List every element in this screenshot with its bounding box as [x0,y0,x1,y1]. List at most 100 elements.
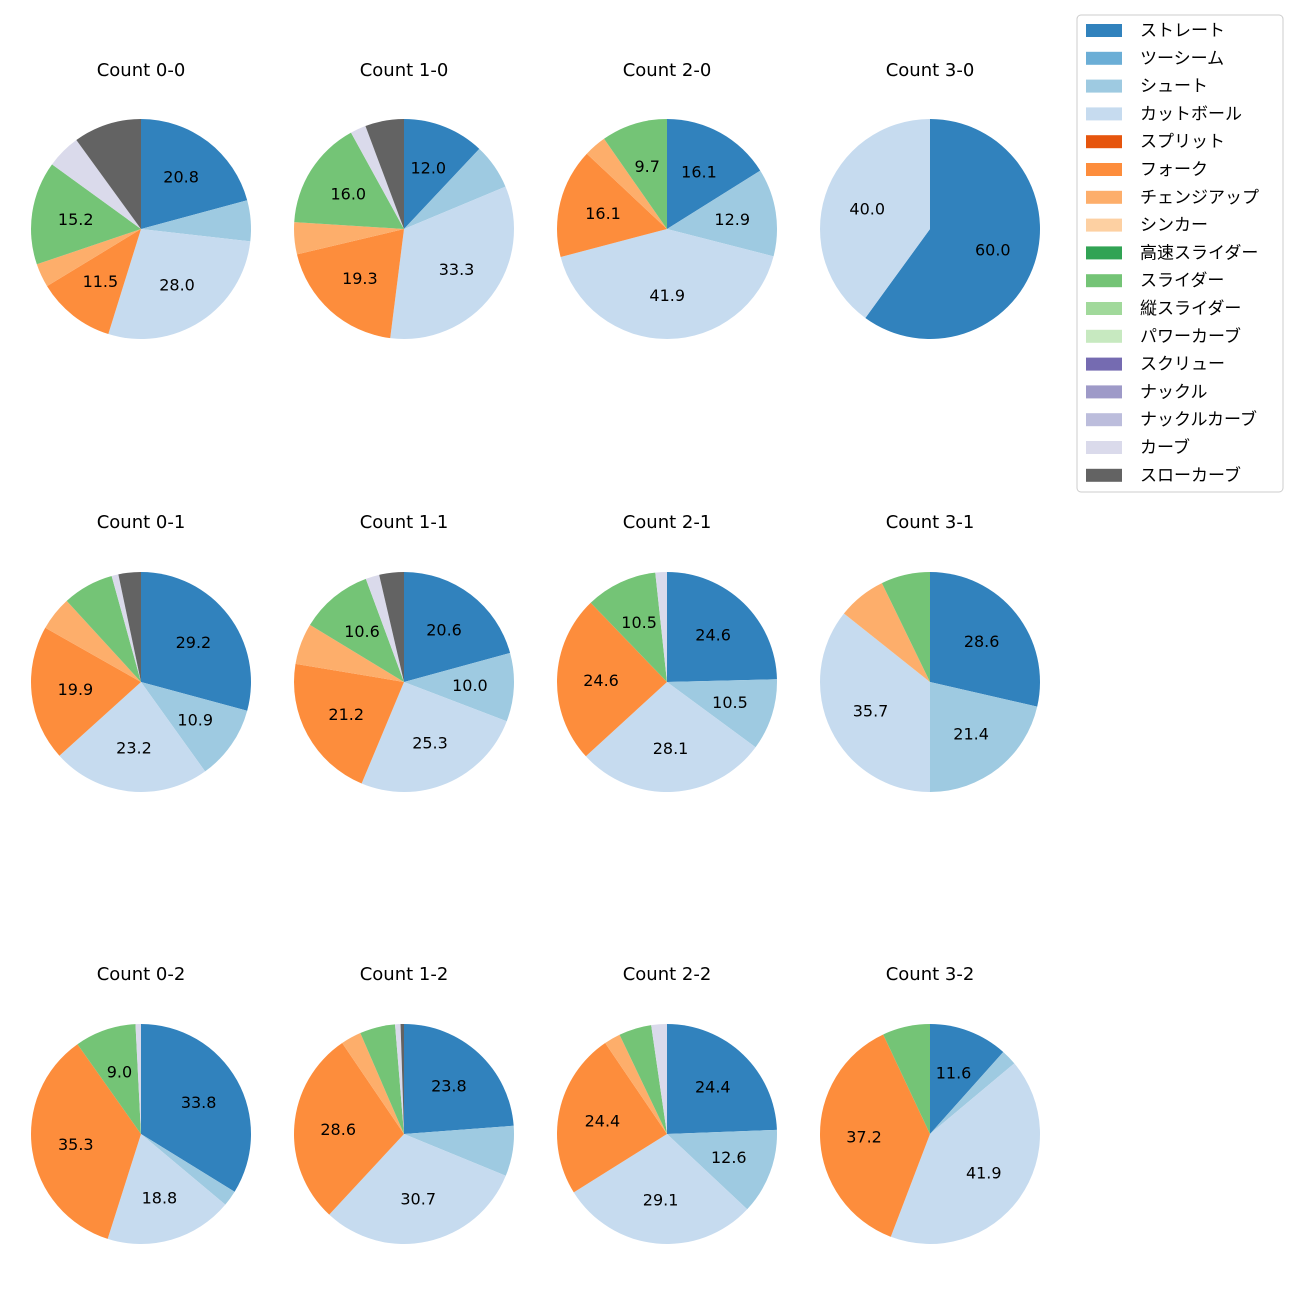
legend-label: ストレート [1140,21,1225,41]
pie-title: Count 1-2 [360,964,449,985]
pie-slice [619,1025,667,1134]
pie-slice [667,170,777,257]
pie-slice [36,229,142,287]
slice-label: 21.4 [953,725,989,744]
slice-label: 25.3 [412,734,448,753]
pie-slice [820,1034,930,1237]
legend-item: カーブ [1086,437,1190,458]
pie-slice [404,572,511,682]
slice-label: 40.0 [849,200,885,219]
slice-label: 19.9 [58,680,94,699]
pie-title: Count 1-1 [360,512,449,533]
pie-slice [296,229,404,339]
pie-slice [930,572,1040,707]
legend-item: フォーク [1086,160,1208,180]
pie-slice [590,572,667,682]
slice-label: 12.9 [714,210,750,229]
pie-slice [360,1024,404,1134]
pie-slice [361,682,507,793]
pie-slice [667,119,761,229]
pie-slice [586,138,667,229]
legend-swatch [1086,246,1122,260]
pie-slice [295,624,404,682]
legend: ストレートツーシームシュートカットボールスプリットフォークチェンジアップシンカー… [1076,14,1284,493]
pie-count-0-2: Count 0-2 33.8 18.8 35.3 9.0 [30,964,251,1244]
slice-label: 28.1 [653,739,689,758]
legend-swatch [1086,79,1122,93]
slice-label: 33.8 [181,1093,217,1112]
legend-label: カットボール [1140,104,1242,124]
slice-label: 11.6 [936,1063,972,1082]
slice-label: 12.6 [711,1148,747,1167]
pie-slice [30,1044,142,1239]
pie-slice [141,1134,235,1205]
legend-swatch [1086,190,1122,204]
slice-label: 24.4 [585,1111,621,1130]
slice-label: 21.2 [328,705,364,724]
pie-slice [655,572,667,682]
pie-slice [604,119,667,229]
legend-frame [1076,14,1284,493]
pie-slice [379,572,404,682]
legend-label: フォーク [1140,160,1208,180]
slice-label: 10.0 [452,676,488,695]
pie-slice [141,1024,251,1192]
slice-label: 29.1 [643,1191,679,1210]
slice-label: 11.5 [83,272,119,291]
legend-label: ツーシーム [1140,49,1224,69]
slice-label: 12.0 [410,159,446,178]
pie-count-0-1: Count 0-1 29.2 10.9 23.2 19.9 [31,512,251,792]
legend-swatch [1086,218,1122,232]
pie-slice [605,1034,667,1134]
legend-item: パワーカーブ [1086,326,1241,347]
pie-slice [45,600,141,682]
pie-title: Count 3-1 [886,512,975,533]
pie-slice [294,663,404,784]
pie-slice [400,1024,404,1134]
pie-slice [890,1063,1040,1244]
pie-slice [585,682,756,792]
pie-title: Count 3-0 [886,60,975,81]
slice-label: 24.4 [695,1077,731,1096]
slice-label: 9.0 [107,1063,132,1082]
slice-label: 23.8 [431,1077,467,1096]
pie-slice [395,1024,404,1134]
pie-slice [47,229,142,335]
pie-count-1-0: Count 1-0 12.0 33.3 19.3 16.0 [294,60,514,340]
pie-count-2-2: Count 2-2 24.4 12.6 29.1 24.4 [557,964,777,1244]
pie-slice [135,1024,141,1134]
slice-label: 28.6 [964,632,1000,651]
pie-slice [819,119,930,318]
legend-item: シンカー [1086,216,1208,236]
pie-slice [342,1033,404,1134]
legend-label: 縦スライダー [1140,299,1241,319]
slice-label: 24.6 [583,671,619,690]
legend-label: スローカーブ [1140,465,1241,486]
pie-slice [118,572,141,682]
legend-item: ツーシーム [1086,49,1224,69]
pie-slice [930,1024,1004,1134]
slice-label: 9.7 [634,157,659,176]
pie-slice [294,132,404,229]
pie-title: Count 2-0 [623,60,712,81]
pie-count-3-0: Count 3-0 60.0 40.0 [819,60,1040,339]
pie-slice [667,679,777,748]
legend-swatch [1086,357,1122,371]
legend-swatch [1086,135,1122,149]
pie-slice [865,119,1040,339]
pie-slice [390,186,514,340]
pie-slice [560,229,774,339]
slice-label: 16.1 [681,162,717,181]
pie-slice [843,583,930,682]
pie-title: Count 2-1 [623,512,712,533]
pie-count-2-0: Count 2-0 16.1 12.9 41.9 16.1 9.7 [557,60,777,339]
slice-label: 30.7 [400,1189,436,1208]
legend-label: スプリット [1140,132,1225,152]
pie-slice [883,1024,930,1134]
pie-slice [404,119,480,229]
slice-label: 10.5 [621,613,657,632]
legend-label: ナックルカーブ [1140,409,1257,430]
slice-label: 16.1 [585,204,621,223]
legend-swatch [1086,413,1122,427]
